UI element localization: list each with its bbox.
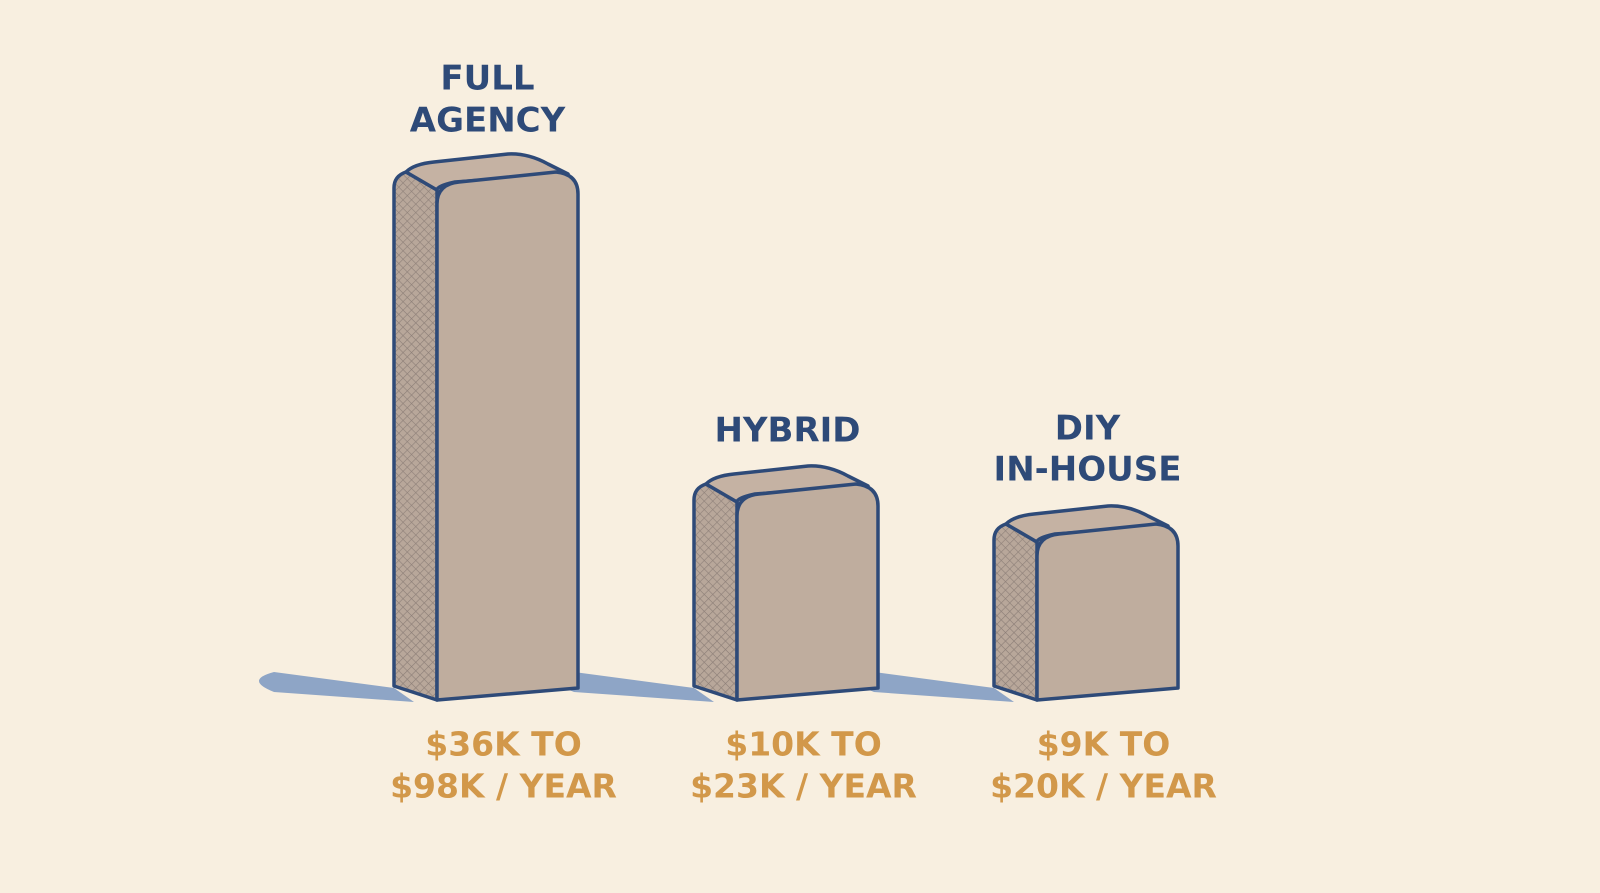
bar-side: [992, 522, 1039, 702]
cost-label: $20K / YEAR: [990, 767, 1217, 806]
bar-side: [692, 482, 739, 702]
bar-label: HYBRID: [714, 411, 860, 451]
bar-front: [435, 170, 580, 702]
cost-label: $10K TO: [725, 725, 882, 764]
bar-top: [1004, 504, 1170, 544]
bar-front: [735, 482, 880, 702]
cost-label: $36K TO: [425, 725, 582, 764]
bar-top: [704, 464, 870, 504]
bar-label: FULL: [440, 59, 534, 99]
bar-label: AGENCY: [410, 101, 566, 141]
bar-top: [404, 152, 570, 192]
bar-side: [392, 170, 439, 702]
cost-label: $23K / YEAR: [690, 767, 917, 806]
cost-label: $98K / YEAR: [390, 767, 617, 806]
cost-label: $9K TO: [1037, 725, 1171, 764]
bar-label: DIY: [1055, 409, 1121, 449]
shadow: [859, 672, 1014, 702]
shadow: [259, 672, 414, 702]
bar-front: [1035, 522, 1180, 702]
bar-label: IN-HOUSE: [994, 450, 1182, 490]
shadow: [559, 672, 714, 702]
